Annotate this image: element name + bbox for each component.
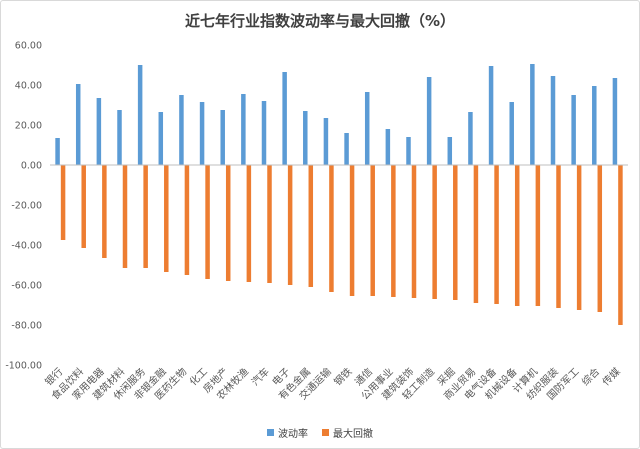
bar-volatility (220, 110, 225, 165)
y-tick-label: -100.00 (5, 361, 42, 372)
bar-drawdown (576, 165, 582, 310)
bar-drawdown (349, 165, 355, 296)
bar-volatility (137, 65, 143, 165)
bar-drawdown (329, 165, 334, 292)
bar-drawdown (246, 165, 252, 282)
bar-drawdown (473, 165, 479, 303)
y-tick-label: 40.00 (15, 81, 42, 92)
bar-volatility (406, 137, 411, 165)
x-tick-label: 钢铁 (331, 365, 354, 388)
y-tick-label: -40.00 (11, 241, 42, 252)
bar-volatility (323, 118, 329, 165)
y-tick-label: 0.00 (21, 161, 42, 172)
legend-item-volatility: 波动率 (267, 425, 308, 440)
bar-volatility (509, 102, 514, 165)
bar-drawdown (287, 165, 293, 285)
x-tick-label: 汽车 (249, 365, 272, 388)
bar-volatility (75, 84, 81, 165)
bar-volatility (282, 72, 287, 165)
legend-label-volatility: 波动率 (278, 429, 308, 440)
bar-volatility (96, 98, 102, 165)
bar-drawdown (184, 165, 190, 275)
legend-label-drawdown: 最大回撤 (333, 429, 373, 440)
legend-swatch-volatility (267, 429, 274, 436)
x-tick-label: 综合 (579, 365, 602, 388)
bar-volatility (592, 86, 597, 165)
bar-volatility (488, 66, 494, 165)
bar-volatility (158, 112, 164, 165)
bar-drawdown (597, 165, 603, 312)
bar-drawdown (453, 165, 458, 300)
bar-volatility (530, 64, 535, 165)
bar-drawdown (205, 165, 210, 279)
bar-drawdown (164, 165, 169, 272)
bar-volatility (199, 102, 205, 165)
bar-volatility (364, 92, 370, 165)
bar-volatility (117, 110, 122, 165)
bar-volatility (179, 95, 184, 165)
bar-drawdown (370, 165, 375, 296)
bar-volatility (241, 94, 246, 165)
chart-title: 近七年行业指数波动率与最大回撤（%） (184, 12, 456, 30)
x-tick-label: 传媒 (600, 366, 623, 389)
bar-drawdown (308, 165, 314, 287)
legend-swatch-drawdown (322, 429, 329, 436)
bar-drawdown (556, 165, 561, 308)
bar-drawdown (60, 165, 66, 240)
y-tick-label: 60.00 (15, 41, 42, 52)
bar-drawdown (391, 165, 396, 297)
bar-volatility (550, 76, 556, 165)
bar-drawdown (514, 165, 520, 306)
bar-drawdown (225, 165, 231, 281)
bar-volatility (303, 111, 308, 165)
bar-volatility (447, 137, 453, 165)
bar-drawdown (535, 165, 541, 306)
bar-volatility (344, 133, 349, 165)
bar-drawdown (618, 165, 623, 325)
bar-volatility (385, 129, 391, 165)
bar-drawdown (143, 165, 148, 268)
bar-volatility (571, 95, 576, 165)
y-tick-label: -80.00 (11, 321, 42, 332)
bar-volatility (426, 77, 432, 165)
bar-drawdown (81, 165, 86, 248)
chart-legend: 波动率 最大回撤 (0, 425, 640, 440)
y-tick-label: -20.00 (11, 201, 42, 212)
bar-drawdown (102, 165, 107, 258)
bar-drawdown (267, 165, 272, 283)
y-tick-label: 20.00 (15, 121, 42, 132)
bar-drawdown (122, 165, 128, 268)
y-tick-label: -60.00 (11, 281, 42, 292)
bar-drawdown (432, 165, 437, 299)
bar-volatility (261, 101, 267, 165)
bar-volatility (612, 78, 618, 165)
legend-item-drawdown: 最大回撤 (322, 425, 373, 440)
bar-volatility (468, 112, 473, 165)
bar-volatility (55, 138, 60, 165)
bar-drawdown (411, 165, 417, 298)
bar-drawdown (494, 165, 499, 304)
